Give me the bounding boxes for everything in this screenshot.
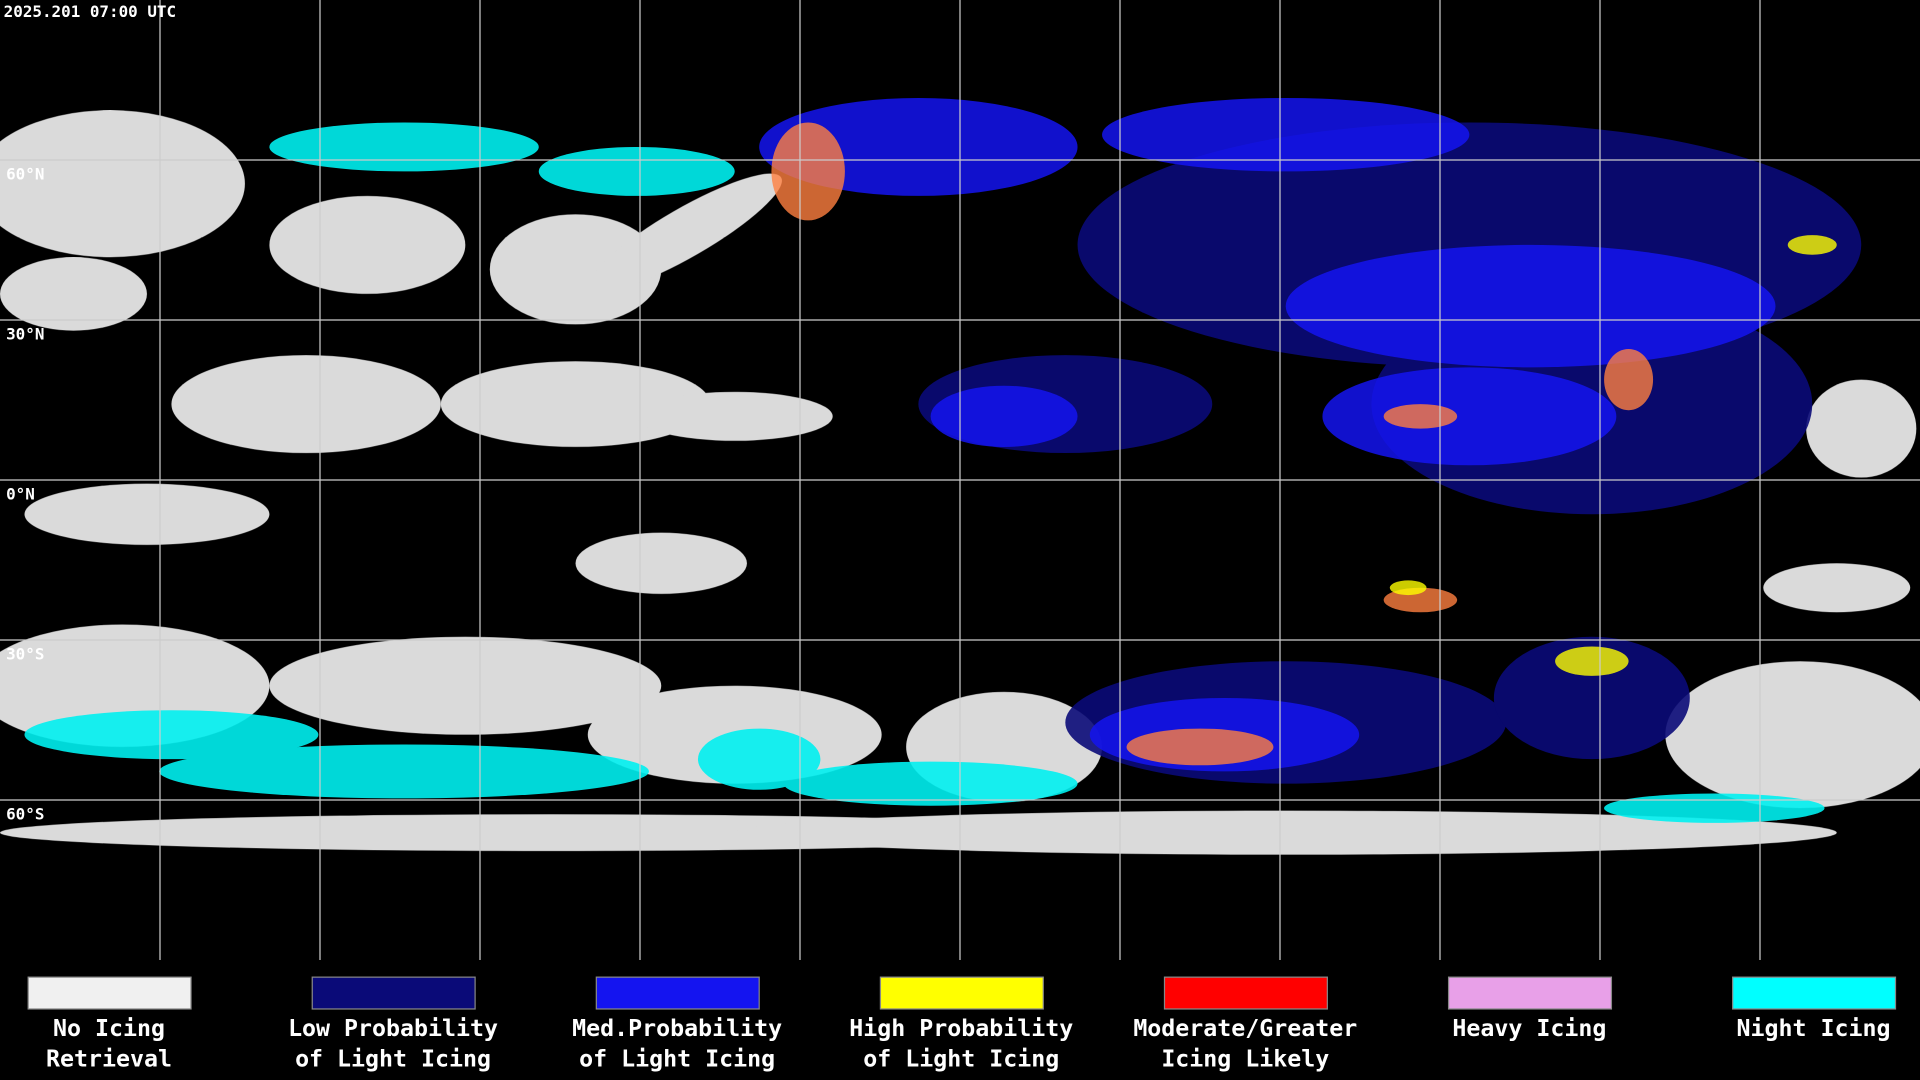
legend-swatch [1163, 976, 1328, 1010]
timestamp: 2025.201 07:00 UTC [4, 2, 176, 21]
legend-swatch [1732, 976, 1897, 1010]
graticule [0, 0, 1920, 960]
latitude-label: 60°N [6, 165, 44, 184]
legend-swatch [595, 976, 760, 1010]
legend-label: Night Icing [1736, 1015, 1890, 1042]
legend-label: High Probability [849, 1015, 1073, 1042]
legend-swatch [879, 976, 1044, 1010]
latitude-label: 60°S [6, 805, 44, 824]
legend-label: of Light Icing [295, 1046, 491, 1073]
legend-label: Med.Probability [572, 1015, 782, 1042]
legend-swatch [311, 976, 476, 1010]
legend-swatch [27, 976, 192, 1010]
legend-label: Moderate/Greater [1133, 1015, 1357, 1042]
legend-label: No Icing [53, 1015, 165, 1042]
legend-label: Retrieval [46, 1046, 172, 1073]
legend-label: Heavy Icing [1452, 1015, 1606, 1042]
legend-swatch [1447, 976, 1613, 1010]
legend-label: Icing Likely [1161, 1046, 1329, 1073]
legend: No Icing Retrieval Low Probability of Light… [27, 976, 1897, 1073]
legend-label: of Light Icing [579, 1046, 775, 1073]
legend-label: of Light Icing [863, 1046, 1059, 1073]
latitude-label: 30°N [6, 325, 44, 344]
legend-label: Low Probability [288, 1015, 498, 1042]
latitude-label: 30°S [6, 645, 44, 664]
cloud-layer [0, 97, 1920, 855]
latitude-label: 0°N [6, 485, 35, 504]
